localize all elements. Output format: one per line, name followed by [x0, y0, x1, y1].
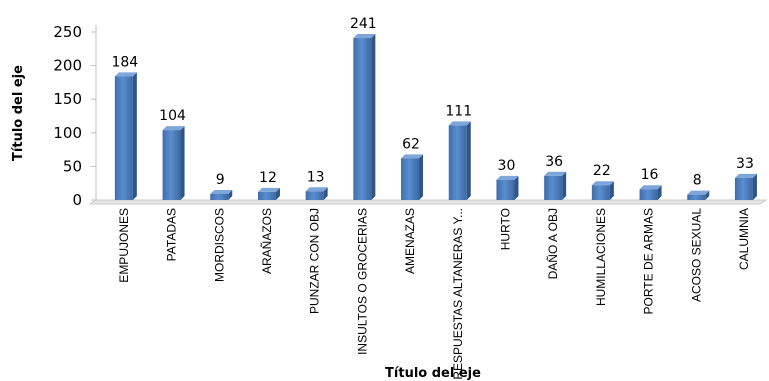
- bar-front: [162, 130, 181, 200]
- bar-top: [401, 154, 424, 159]
- bar-11: [591, 181, 614, 200]
- bar-top: [210, 189, 233, 194]
- bar-top: [687, 190, 710, 195]
- x-axis-title: Título del eje: [385, 366, 481, 381]
- data-label-12: 16: [641, 167, 659, 183]
- category-label-9: HURTO: [498, 208, 512, 250]
- data-label-2: 104: [159, 108, 186, 124]
- bar-4: [257, 187, 280, 200]
- bar-1: [114, 72, 137, 200]
- bar-14: [734, 173, 757, 200]
- bar-6: [353, 34, 376, 200]
- y-axis-title: Título del eje: [11, 65, 26, 161]
- bar-side: [371, 34, 376, 200]
- bar-top: [591, 181, 614, 186]
- category-label-10: DAÑO A OBJ: [546, 208, 560, 279]
- data-label-8: 111: [445, 103, 472, 119]
- category-label-8: RESPUESTAS ALTANERAS Y...: [451, 208, 465, 380]
- bar-top: [734, 173, 757, 178]
- category-label-13: ACOSO SEXUAL: [689, 208, 703, 302]
- category-label-3: MORDISCOS: [212, 208, 226, 282]
- category-label-11: HUMILLACIONES: [594, 208, 608, 306]
- y-tick-label-200: 200: [53, 57, 82, 75]
- y-tick-label-100: 100: [53, 124, 82, 142]
- bar-top: [114, 72, 137, 77]
- bar-side: [562, 171, 567, 200]
- bar-top: [257, 187, 280, 192]
- bar-front: [734, 177, 753, 200]
- data-label-5: 13: [307, 169, 325, 185]
- bar-side: [514, 175, 519, 200]
- bar-side: [609, 181, 614, 200]
- bar-top: [353, 34, 376, 39]
- bar-side: [657, 185, 662, 200]
- bar-top: [162, 126, 185, 131]
- data-label-11: 22: [593, 163, 611, 179]
- bar-front: [114, 76, 133, 200]
- bar-front: [448, 125, 467, 200]
- bar-front: [639, 189, 658, 200]
- category-label-2: PATADAS: [165, 208, 179, 261]
- category-label-1: EMPUJONES: [117, 208, 131, 283]
- bar-front: [401, 158, 420, 200]
- bar-top: [639, 185, 662, 190]
- bar-7: [401, 154, 424, 200]
- bar-top: [544, 171, 567, 176]
- bar-8: [448, 121, 471, 200]
- bar-side: [419, 154, 424, 200]
- bar-top: [496, 175, 519, 180]
- bar-front: [210, 193, 229, 200]
- data-label-6: 241: [350, 16, 377, 32]
- data-label-9: 30: [498, 158, 516, 174]
- data-label-10: 36: [545, 154, 563, 170]
- y-tick-label-250: 250: [53, 23, 82, 41]
- bar-front: [591, 185, 610, 200]
- bar-side: [275, 187, 280, 200]
- bar-13: [687, 190, 710, 200]
- bar-9: [496, 175, 519, 200]
- bar-3: [210, 189, 233, 200]
- bar-front: [687, 194, 706, 200]
- category-label-7: AMENAZAS: [403, 208, 417, 274]
- bar-side: [323, 187, 328, 200]
- bar-side: [180, 126, 185, 200]
- data-label-14: 33: [736, 156, 754, 172]
- category-label-6: INSULTOS O GROCERIAS: [355, 208, 369, 355]
- bar-side: [132, 72, 137, 200]
- data-label-1: 184: [111, 54, 138, 70]
- bar-side: [466, 121, 471, 200]
- category-label-4: ARAÑAZOS: [260, 208, 274, 274]
- category-label-5: PUNZAR CON OBJ: [308, 208, 322, 314]
- bar-2: [162, 126, 185, 200]
- category-label-14: CALUMNIA: [737, 208, 751, 270]
- bar-side: [228, 189, 233, 200]
- category-label-12: PORTE DE ARMAS: [642, 208, 656, 314]
- bar-front: [544, 175, 563, 200]
- bar-side: [705, 190, 710, 200]
- y-tick-label-0: 0: [72, 191, 82, 209]
- data-label-3: 9: [216, 172, 225, 188]
- chart-floor: [88, 199, 768, 205]
- y-tick-label-50: 50: [63, 157, 82, 175]
- bar-10: [544, 171, 567, 200]
- bar-5: [305, 187, 328, 200]
- data-label-7: 62: [402, 136, 420, 152]
- bar-front: [353, 38, 372, 200]
- y-tick-label-150: 150: [53, 90, 82, 108]
- bar-side: [752, 173, 757, 200]
- bar-front: [496, 179, 515, 200]
- data-label-13: 8: [693, 173, 702, 189]
- bar-12: [639, 185, 662, 200]
- data-label-4: 12: [259, 170, 277, 186]
- bar-front: [305, 191, 324, 200]
- bar-top: [448, 121, 471, 126]
- bar-front: [257, 191, 276, 200]
- bar-top: [305, 187, 328, 192]
